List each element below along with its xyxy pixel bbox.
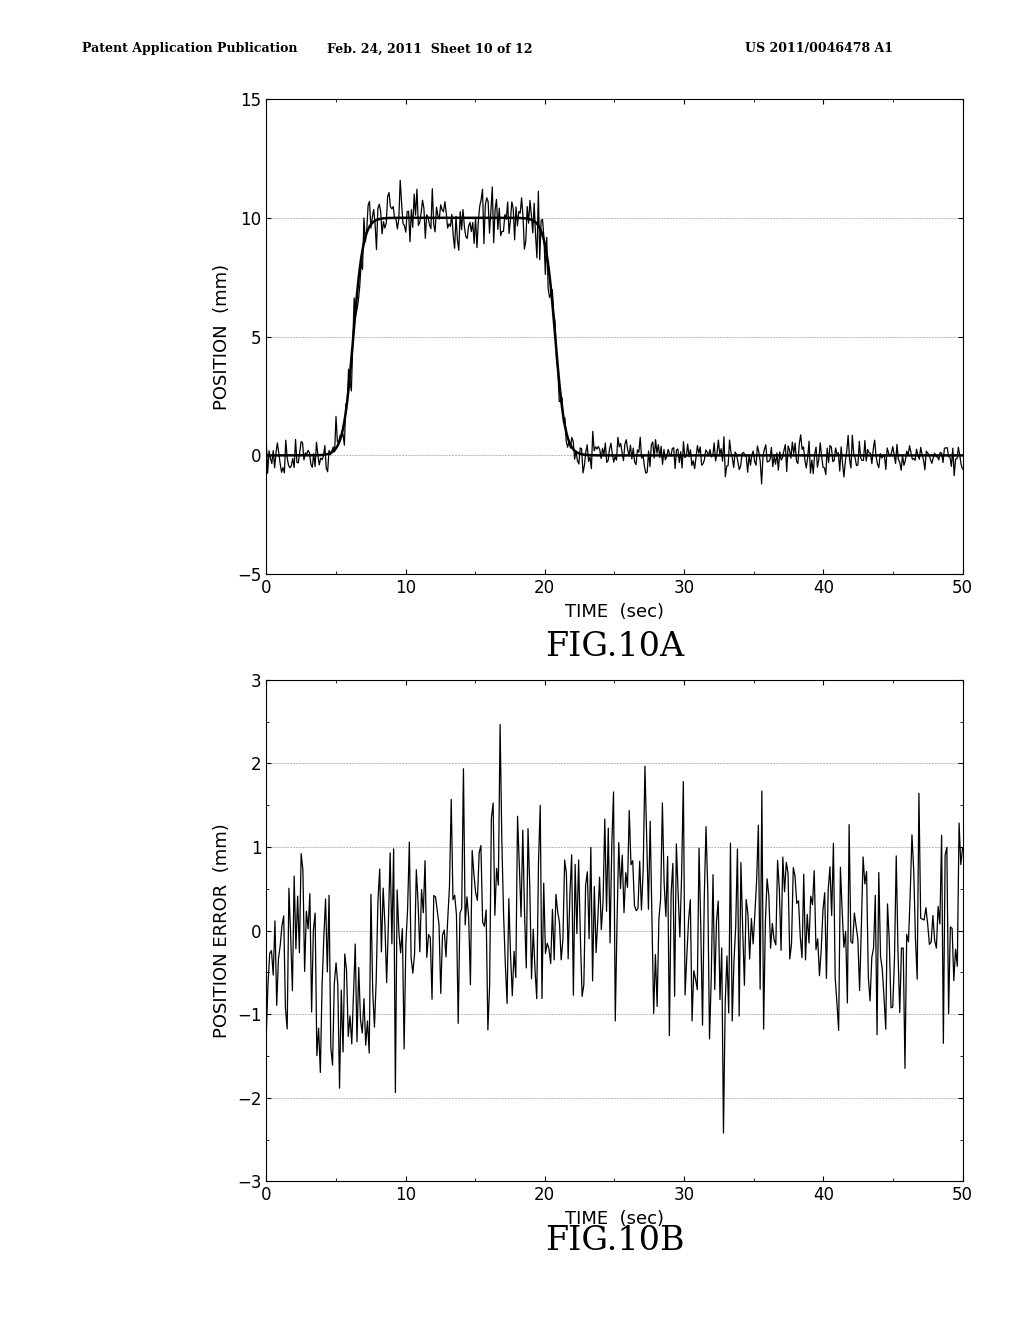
Text: FIG.10A: FIG.10A — [545, 631, 684, 663]
Y-axis label: POSITION  (mm): POSITION (mm) — [213, 264, 231, 409]
Text: US 2011/0046478 A1: US 2011/0046478 A1 — [745, 42, 893, 55]
Y-axis label: POSITION ERROR  (mm): POSITION ERROR (mm) — [213, 824, 231, 1038]
Text: Feb. 24, 2011  Sheet 10 of 12: Feb. 24, 2011 Sheet 10 of 12 — [328, 42, 532, 55]
X-axis label: TIME  (sec): TIME (sec) — [565, 1210, 664, 1228]
Text: FIG.10B: FIG.10B — [545, 1225, 684, 1257]
Text: Patent Application Publication: Patent Application Publication — [82, 42, 297, 55]
X-axis label: TIME  (sec): TIME (sec) — [565, 603, 664, 620]
